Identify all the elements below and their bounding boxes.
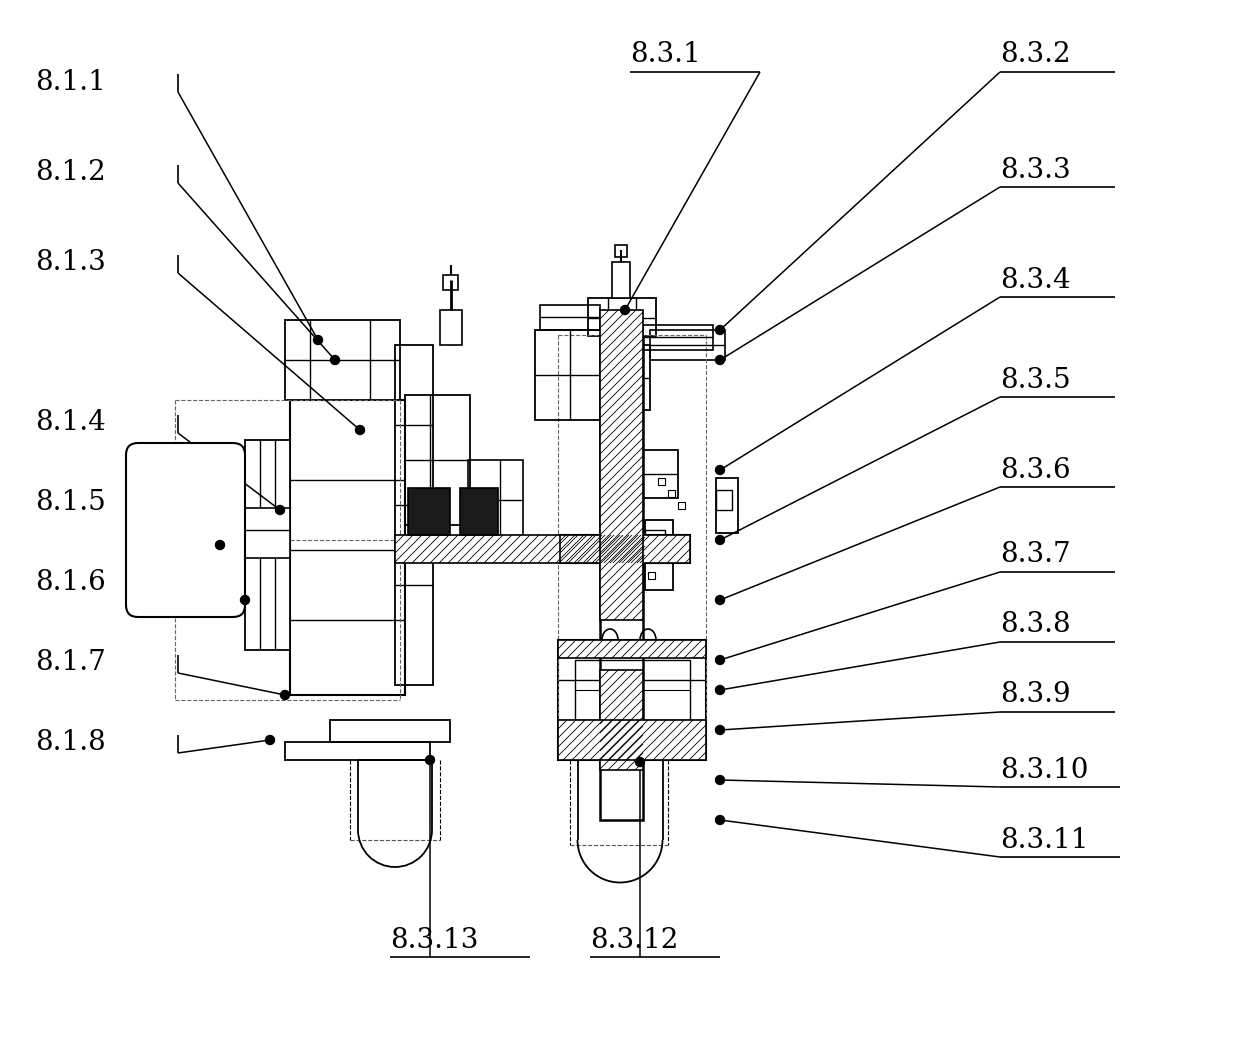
Text: 8.1.7: 8.1.7 — [35, 650, 105, 677]
Bar — [558, 720, 706, 760]
Bar — [539, 305, 600, 330]
Bar — [396, 535, 645, 563]
Text: 8.3.5: 8.3.5 — [999, 366, 1070, 393]
Bar — [467, 460, 523, 540]
Bar — [644, 450, 678, 498]
Text: 8.3.3: 8.3.3 — [999, 157, 1070, 184]
Bar — [246, 440, 290, 650]
Bar — [575, 660, 689, 720]
Bar — [678, 502, 684, 509]
Text: 8.1.3: 8.1.3 — [35, 249, 105, 276]
Bar — [290, 400, 405, 695]
Bar — [715, 479, 738, 532]
Bar — [396, 345, 433, 685]
Circle shape — [356, 426, 365, 435]
Bar — [558, 640, 706, 760]
Circle shape — [314, 335, 322, 345]
Bar — [613, 262, 630, 298]
Bar — [649, 535, 655, 542]
Bar — [715, 490, 732, 510]
Bar — [650, 330, 725, 360]
Circle shape — [715, 355, 724, 364]
Circle shape — [715, 596, 724, 604]
Text: 8.3.4: 8.3.4 — [999, 267, 1070, 294]
Text: 8.3.10: 8.3.10 — [999, 757, 1089, 784]
Circle shape — [715, 816, 724, 824]
Bar — [285, 742, 430, 760]
Bar — [330, 720, 450, 742]
Circle shape — [715, 465, 724, 474]
Circle shape — [715, 536, 724, 545]
Bar — [588, 298, 656, 336]
Circle shape — [241, 596, 249, 604]
Text: 8.1.5: 8.1.5 — [35, 490, 105, 517]
Bar — [558, 640, 706, 658]
Bar — [668, 490, 675, 497]
Text: 8.1.8: 8.1.8 — [35, 730, 105, 757]
Circle shape — [715, 775, 724, 785]
Text: 8.1.1: 8.1.1 — [35, 69, 105, 95]
Circle shape — [331, 355, 340, 364]
Bar — [605, 365, 635, 385]
Circle shape — [425, 756, 434, 765]
Text: 8.3.1: 8.3.1 — [630, 42, 701, 69]
Bar — [615, 245, 627, 257]
Bar — [600, 310, 644, 620]
Circle shape — [715, 685, 724, 694]
Bar — [605, 345, 650, 410]
Circle shape — [715, 326, 724, 334]
Circle shape — [715, 726, 724, 735]
Bar — [237, 508, 290, 558]
Text: 8.1.2: 8.1.2 — [35, 160, 105, 187]
Circle shape — [715, 656, 724, 664]
Bar — [560, 535, 689, 563]
Text: 8.3.12: 8.3.12 — [590, 927, 678, 954]
Bar — [405, 395, 470, 525]
Bar — [645, 530, 665, 555]
Bar — [644, 325, 713, 350]
Bar — [649, 555, 655, 562]
Circle shape — [635, 758, 645, 766]
Circle shape — [265, 736, 274, 744]
FancyBboxPatch shape — [126, 443, 246, 617]
Bar — [460, 488, 498, 535]
Text: 8.3.8: 8.3.8 — [999, 611, 1070, 638]
Bar — [600, 310, 644, 820]
Bar — [649, 572, 655, 579]
Circle shape — [280, 690, 289, 700]
Bar — [443, 275, 458, 290]
Text: 8.3.13: 8.3.13 — [391, 927, 479, 954]
Bar — [408, 488, 450, 535]
Bar — [560, 535, 689, 563]
Bar — [600, 670, 644, 770]
Text: 8.1.4: 8.1.4 — [35, 410, 105, 437]
Text: 8.3.2: 8.3.2 — [999, 42, 1070, 69]
Bar — [285, 320, 401, 400]
Text: 8.3.11: 8.3.11 — [999, 826, 1089, 853]
Circle shape — [275, 506, 284, 515]
Bar — [534, 330, 605, 420]
Text: 8.3.6: 8.3.6 — [999, 457, 1070, 484]
Bar — [440, 310, 463, 345]
Text: 8.3.7: 8.3.7 — [999, 542, 1071, 569]
Bar — [645, 520, 673, 590]
Circle shape — [216, 541, 224, 549]
Text: 8.1.6: 8.1.6 — [35, 570, 105, 597]
Text: 8.3.9: 8.3.9 — [999, 682, 1070, 709]
Circle shape — [620, 305, 630, 315]
Bar — [658, 479, 665, 485]
